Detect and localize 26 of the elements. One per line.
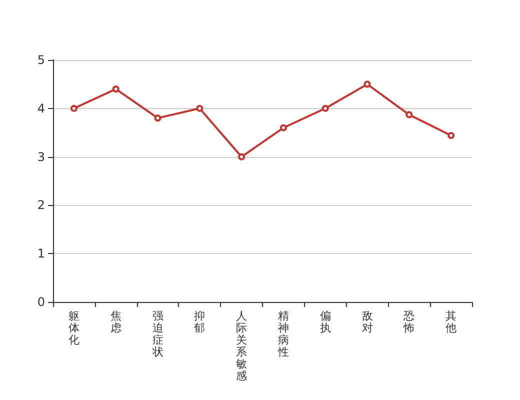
- x-tick-label: 精神病性: [276, 310, 289, 358]
- point: [238, 153, 246, 160]
- x-tick-label: 人际关系敏感: [236, 310, 248, 382]
- x-tick-label: 其他: [446, 310, 457, 334]
- point: [280, 124, 287, 132]
- x-tick-label: 抑郁: [194, 310, 206, 334]
- y-tick-label: 0: [37, 295, 45, 309]
- x-tick-label: 躯体化: [68, 310, 80, 346]
- x-tick-label: 焦虑: [110, 310, 122, 334]
- point: [322, 104, 329, 112]
- y-tick-label: 5: [37, 53, 45, 67]
- point: [406, 111, 413, 118]
- point: [364, 80, 371, 88]
- y-tick-label: 3: [37, 150, 45, 164]
- point: [196, 104, 204, 112]
- point: [154, 114, 162, 122]
- point: [70, 104, 78, 112]
- x-tick-label: 强迫症状: [151, 310, 164, 358]
- x-tick-label: 偏执: [320, 310, 331, 334]
- x-tick-label: 恐怖: [402, 310, 415, 334]
- y-tick-label: 4: [37, 101, 45, 116]
- point: [448, 132, 455, 140]
- point: [112, 86, 120, 93]
- y-tick-label: 2: [37, 198, 45, 212]
- y-tick-label: 1: [37, 246, 45, 261]
- x-tick-label: 敌对: [362, 310, 373, 334]
